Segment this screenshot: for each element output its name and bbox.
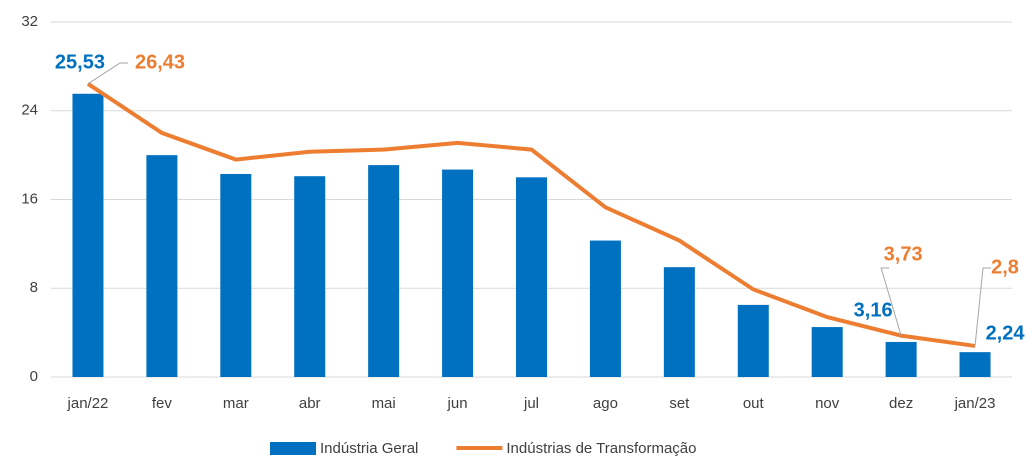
bar — [811, 327, 843, 377]
bar — [146, 155, 178, 377]
legend-swatch — [270, 442, 316, 455]
value-label: 3,73 — [884, 243, 923, 265]
value-label: 3,16 — [854, 299, 893, 321]
x-tick-label: nov — [815, 395, 840, 412]
bar — [589, 240, 621, 377]
x-tick-label: mai — [372, 395, 396, 412]
x-tick-label: jan/23 — [954, 395, 996, 412]
x-tick-label: ago — [593, 395, 618, 412]
y-tick-label: 0 — [30, 368, 38, 385]
bar — [885, 341, 917, 377]
value-label: 2,8 — [991, 256, 1019, 278]
leader-line — [87, 62, 128, 85]
legend-label: Indústria Geral — [320, 440, 418, 457]
x-tick-label: dez — [889, 395, 913, 412]
bar — [220, 173, 252, 377]
bar — [737, 304, 769, 377]
value-label: 26,43 — [135, 51, 185, 73]
bar — [294, 176, 326, 377]
bar — [959, 352, 991, 377]
leader-line — [880, 267, 902, 336]
line — [86, 82, 976, 348]
bar — [72, 93, 104, 378]
x-tick-label: fev — [152, 395, 173, 412]
y-tick-label: 32 — [21, 13, 38, 30]
y-tick-label: 16 — [21, 190, 38, 207]
value-label: 25,53 — [55, 51, 105, 73]
legend-label: Indústrias de Transformação — [506, 440, 696, 457]
x-tick-label: out — [743, 395, 765, 412]
x-tick-label: jul — [523, 395, 539, 412]
y-tick-label: 8 — [30, 279, 38, 296]
value-label: 2,24 — [986, 322, 1026, 344]
x-tick-label: abr — [299, 395, 321, 412]
x-tick-label: jun — [447, 395, 468, 412]
x-tick-label: mar — [223, 395, 249, 412]
y-tick-label: 24 — [21, 102, 38, 119]
x-tick-label: set — [669, 395, 690, 412]
bar — [663, 267, 695, 377]
leader-line — [974, 267, 992, 346]
bar — [516, 177, 547, 377]
bar — [368, 165, 400, 377]
bar — [442, 169, 474, 377]
x-tick-label: jan/22 — [67, 395, 109, 412]
